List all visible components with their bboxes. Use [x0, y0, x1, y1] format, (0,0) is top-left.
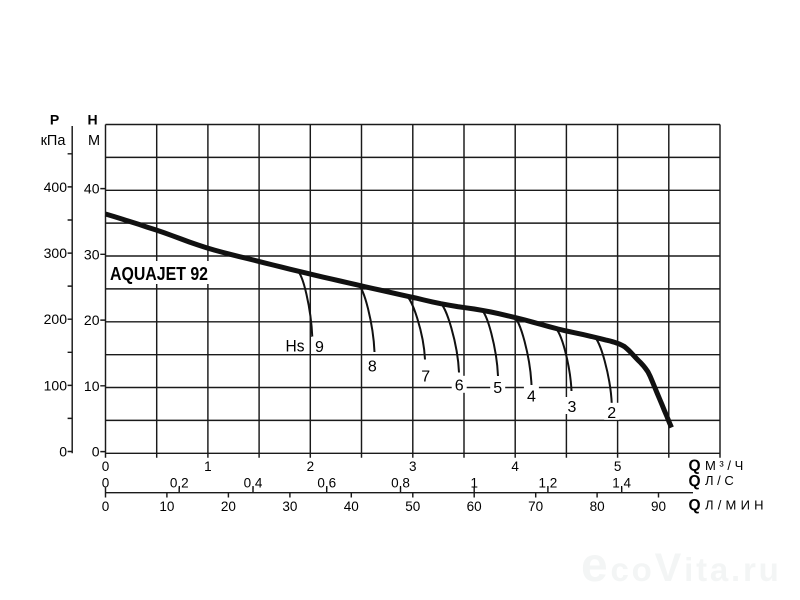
svg-text:40: 40 — [84, 181, 100, 197]
svg-text:50: 50 — [405, 499, 420, 514]
svg-text:80: 80 — [590, 499, 605, 514]
svg-text:0,2: 0,2 — [170, 476, 189, 491]
svg-text:1,2: 1,2 — [539, 476, 558, 491]
svg-text:Hs: Hs — [286, 336, 305, 355]
svg-text:30: 30 — [282, 499, 297, 514]
svg-text:100: 100 — [44, 377, 68, 393]
svg-text:9: 9 — [315, 339, 324, 356]
svg-text:20: 20 — [84, 312, 100, 328]
svg-text:Q: Q — [688, 473, 700, 490]
svg-text:20: 20 — [221, 499, 236, 514]
svg-text:0,4: 0,4 — [244, 476, 263, 491]
svg-text:0,6: 0,6 — [317, 476, 336, 491]
svg-text:30: 30 — [84, 246, 100, 262]
svg-text:М: М — [88, 133, 100, 149]
svg-text:0: 0 — [102, 459, 110, 474]
svg-text:400: 400 — [44, 179, 68, 195]
svg-text:5: 5 — [614, 459, 622, 474]
svg-text:10: 10 — [159, 499, 174, 514]
svg-text:4: 4 — [511, 459, 519, 474]
svg-text:1,4: 1,4 — [612, 476, 631, 491]
svg-text:4: 4 — [527, 389, 536, 406]
svg-text:0: 0 — [102, 476, 110, 491]
svg-text:60: 60 — [467, 499, 482, 514]
svg-text:7: 7 — [421, 368, 430, 385]
svg-text:5: 5 — [493, 380, 502, 397]
svg-text:0: 0 — [102, 499, 110, 514]
svg-text:40: 40 — [344, 499, 359, 514]
svg-text:Q: Q — [688, 457, 700, 474]
svg-text:70: 70 — [528, 499, 543, 514]
svg-text:6: 6 — [455, 378, 464, 395]
svg-text:P: P — [50, 112, 59, 128]
svg-text:8: 8 — [368, 359, 377, 376]
svg-text:10: 10 — [84, 378, 100, 394]
svg-text:Q: Q — [688, 497, 700, 514]
svg-text:AQUAJET 92: AQUAJET 92 — [110, 263, 208, 284]
svg-text:1: 1 — [204, 459, 212, 474]
svg-text:0: 0 — [59, 444, 67, 460]
svg-text:300: 300 — [44, 245, 68, 261]
svg-text:90: 90 — [651, 499, 666, 514]
svg-text:кПа: кПа — [41, 133, 67, 149]
svg-text:200: 200 — [44, 311, 68, 327]
svg-text:3: 3 — [568, 399, 577, 416]
svg-text:H: H — [87, 112, 97, 128]
svg-text:2: 2 — [307, 459, 315, 474]
svg-text:Л/С: Л/С — [705, 473, 737, 488]
svg-text:0: 0 — [92, 444, 100, 460]
svg-text:3: 3 — [409, 459, 417, 474]
svg-text:2: 2 — [607, 405, 616, 422]
svg-text:Л/МИН: Л/МИН — [705, 498, 768, 513]
svg-text:1: 1 — [470, 476, 478, 491]
svg-text:0,8: 0,8 — [391, 476, 410, 491]
svg-text:М³/Ч: М³/Ч — [705, 458, 747, 473]
